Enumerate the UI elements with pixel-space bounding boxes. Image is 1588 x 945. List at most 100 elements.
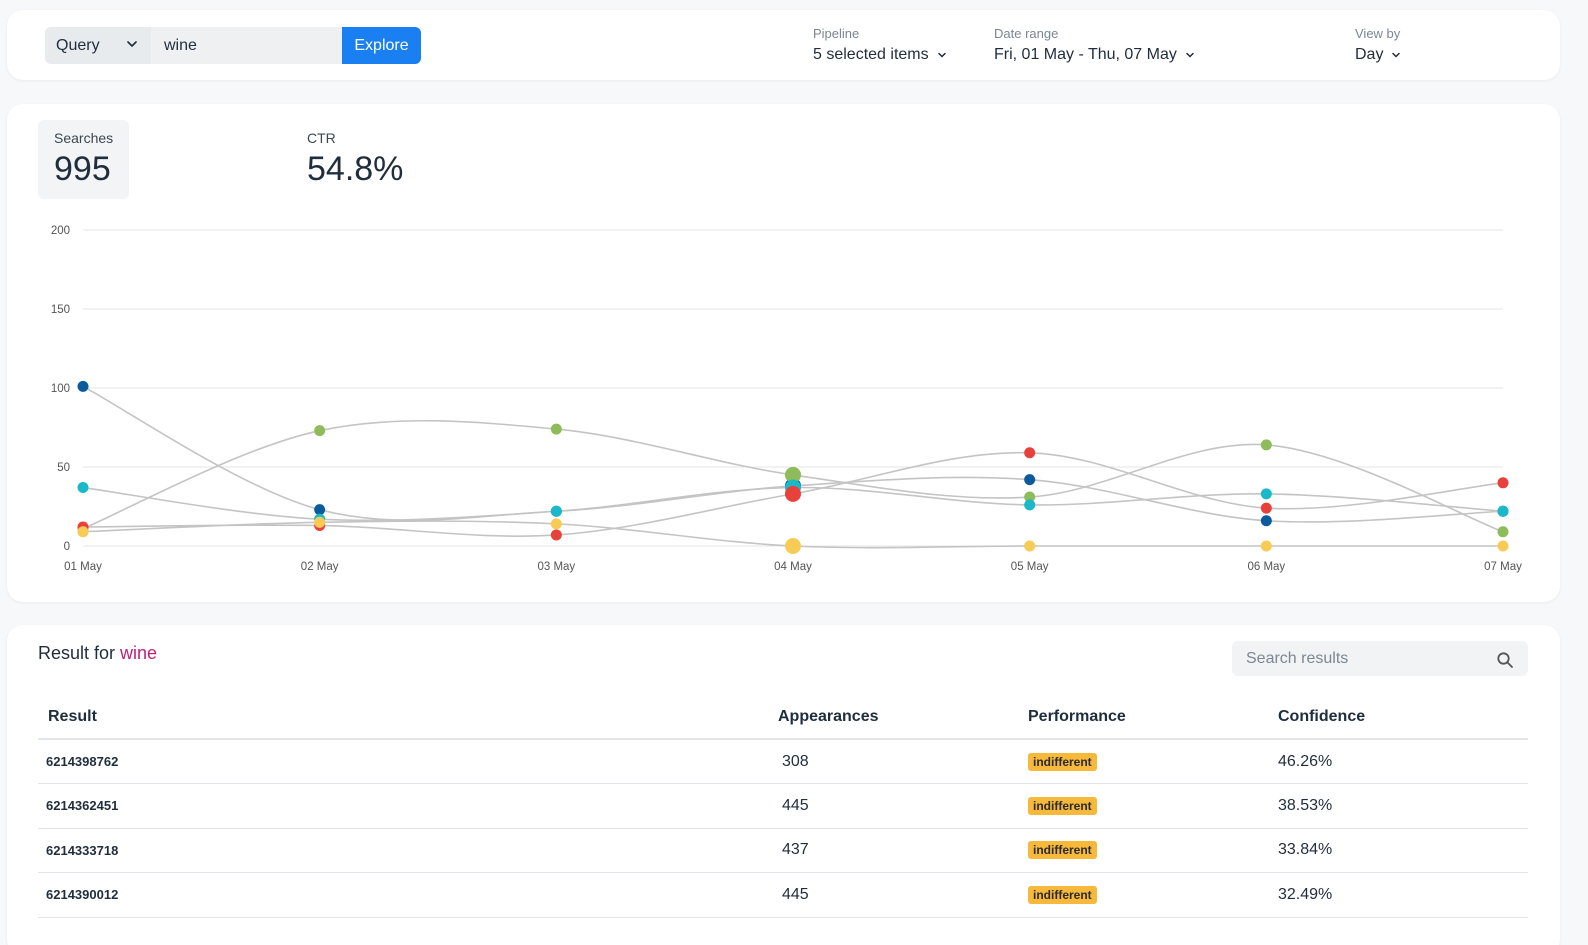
- table-header-row: Result Appearances Performance Confidenc…: [38, 695, 1528, 740]
- data-point: [785, 538, 801, 554]
- x-tick-label: 01 May: [64, 561, 102, 573]
- date-range-filter[interactable]: Date range Fri, 01 May - Thu, 07 May: [994, 26, 1195, 64]
- results-card: Result for wine Result Appearances Perfo…: [7, 625, 1560, 945]
- chevron-down-icon: [1186, 52, 1194, 58]
- results-query: wine: [120, 643, 158, 663]
- explore-button[interactable]: Explore: [342, 27, 421, 64]
- table-row[interactable]: 6214333718 437 indifferent 33.84%: [38, 828, 1528, 873]
- confidence-value: 46.26%: [1278, 739, 1528, 784]
- searches-value: 995: [54, 150, 111, 188]
- x-tick-label: 07 May: [1484, 561, 1522, 573]
- performance-cell: indifferent: [1028, 828, 1278, 873]
- view-by-label: View by: [1355, 26, 1401, 41]
- data-point: [785, 466, 801, 483]
- chevron-down-icon: [937, 52, 946, 58]
- date-range-label: Date range: [994, 26, 1059, 41]
- data-point: [1260, 502, 1272, 514]
- results-table: Result Appearances Performance Confidenc…: [38, 695, 1528, 918]
- y-tick-label: 150: [51, 304, 70, 316]
- y-tick-label: 50: [57, 462, 70, 474]
- performance-cell: indifferent: [1028, 783, 1278, 829]
- column-header-confidence[interactable]: Confidence: [1278, 695, 1528, 740]
- column-header-performance[interactable]: Performance: [1028, 695, 1278, 740]
- data-point: [314, 516, 326, 528]
- table-row[interactable]: 6214362451 445 indifferent 38.53%: [38, 783, 1528, 829]
- results-title: Result for wine: [38, 643, 157, 664]
- data-point: [550, 529, 562, 541]
- data-point: [550, 423, 562, 435]
- top-filter-bar: Query Explore Pipeline 5 selected items …: [7, 10, 1560, 80]
- data-point: [1497, 526, 1509, 538]
- table-row[interactable]: 6214398762 308 indifferent 46.26%: [38, 739, 1528, 784]
- confidence-value: 38.53%: [1278, 783, 1528, 829]
- data-point: [1024, 447, 1036, 459]
- query-input[interactable]: [151, 27, 342, 64]
- data-point: [550, 505, 562, 517]
- chevron-down-icon: [127, 41, 137, 47]
- table-row[interactable]: 6214390012 445 indifferent 32.49%: [38, 872, 1528, 918]
- appearances-value: 437: [778, 828, 1028, 873]
- data-point: [1497, 477, 1509, 489]
- query-type-label: Query: [56, 36, 100, 54]
- data-point: [1260, 439, 1272, 451]
- x-tick-label: 03 May: [537, 561, 575, 573]
- performance-badge: indifferent: [1028, 796, 1097, 815]
- performance-cell: indifferent: [1028, 872, 1278, 918]
- result-id[interactable]: 6214333718: [38, 828, 778, 873]
- metrics-card: Searches 995 CTR 54.8% 0 50 100 150 200 01 Ma…: [7, 104, 1560, 602]
- search-icon[interactable]: [1496, 651, 1514, 669]
- chevron-down-icon: [1392, 52, 1401, 58]
- pipeline-label: Pipeline: [813, 26, 860, 41]
- view-by-filter[interactable]: View by Day: [1355, 26, 1401, 64]
- date-range-value: Fri, 01 May - Thu, 07 May: [994, 46, 1177, 63]
- x-tick-label: 05 May: [1011, 561, 1049, 573]
- performance-cell: indifferent: [1028, 739, 1278, 784]
- ctr-metric-tab[interactable]: CTR 54.8%: [291, 120, 431, 199]
- result-id[interactable]: 6214398762: [38, 739, 778, 784]
- data-point: [77, 482, 89, 494]
- data-point: [1260, 540, 1272, 552]
- column-header-result[interactable]: Result: [38, 695, 778, 740]
- x-tick-label: 06 May: [1247, 561, 1285, 573]
- x-tick-label: 04 May: [774, 561, 812, 573]
- search-results-box[interactable]: [1232, 641, 1528, 676]
- searches-metric-tab[interactable]: Searches 995: [38, 120, 129, 199]
- searches-line-chart: 0 50 100 150 200 01 May 02 May 03 May 04 May 05 M…: [51, 225, 1522, 573]
- confidence-value: 32.49%: [1278, 872, 1528, 918]
- result-id[interactable]: 6214390012: [38, 872, 778, 918]
- data-point: [1497, 505, 1509, 517]
- searches-label: Searches: [54, 130, 114, 146]
- view-by-value: Day: [1355, 46, 1384, 63]
- appearances-value: 308: [778, 739, 1028, 784]
- performance-badge: indifferent: [1028, 841, 1097, 860]
- y-tick-label: 0: [64, 541, 70, 553]
- confidence-value: 33.84%: [1278, 828, 1528, 873]
- data-point: [1260, 488, 1272, 500]
- data-point: [1024, 499, 1036, 511]
- y-tick-label: 200: [51, 225, 70, 237]
- appearances-value: 445: [778, 783, 1028, 829]
- ctr-value: 54.8%: [307, 150, 404, 188]
- search-results-input[interactable]: [1232, 641, 1482, 676]
- x-tick-label: 02 May: [301, 561, 339, 573]
- query-type-select[interactable]: Query: [45, 27, 151, 64]
- data-point: [1024, 540, 1036, 552]
- data-point: [77, 526, 89, 538]
- results-title-prefix: Result for: [38, 643, 116, 663]
- appearances-value: 445: [778, 872, 1028, 918]
- data-point: [314, 504, 326, 516]
- ctr-label: CTR: [307, 130, 336, 146]
- data-point: [1260, 515, 1272, 527]
- data-point: [1024, 474, 1036, 486]
- data-point: [77, 380, 89, 392]
- data-point: [1024, 491, 1036, 503]
- data-point: [1497, 540, 1509, 552]
- data-point: [550, 518, 562, 530]
- data-point: [314, 425, 326, 437]
- pipeline-filter[interactable]: Pipeline 5 selected items: [813, 26, 947, 64]
- performance-badge: indifferent: [1028, 885, 1097, 904]
- result-id[interactable]: 6214362451: [38, 783, 778, 829]
- pipeline-value: 5 selected items: [813, 46, 929, 63]
- column-header-appearances[interactable]: Appearances: [778, 695, 1028, 740]
- data-point: [785, 485, 801, 502]
